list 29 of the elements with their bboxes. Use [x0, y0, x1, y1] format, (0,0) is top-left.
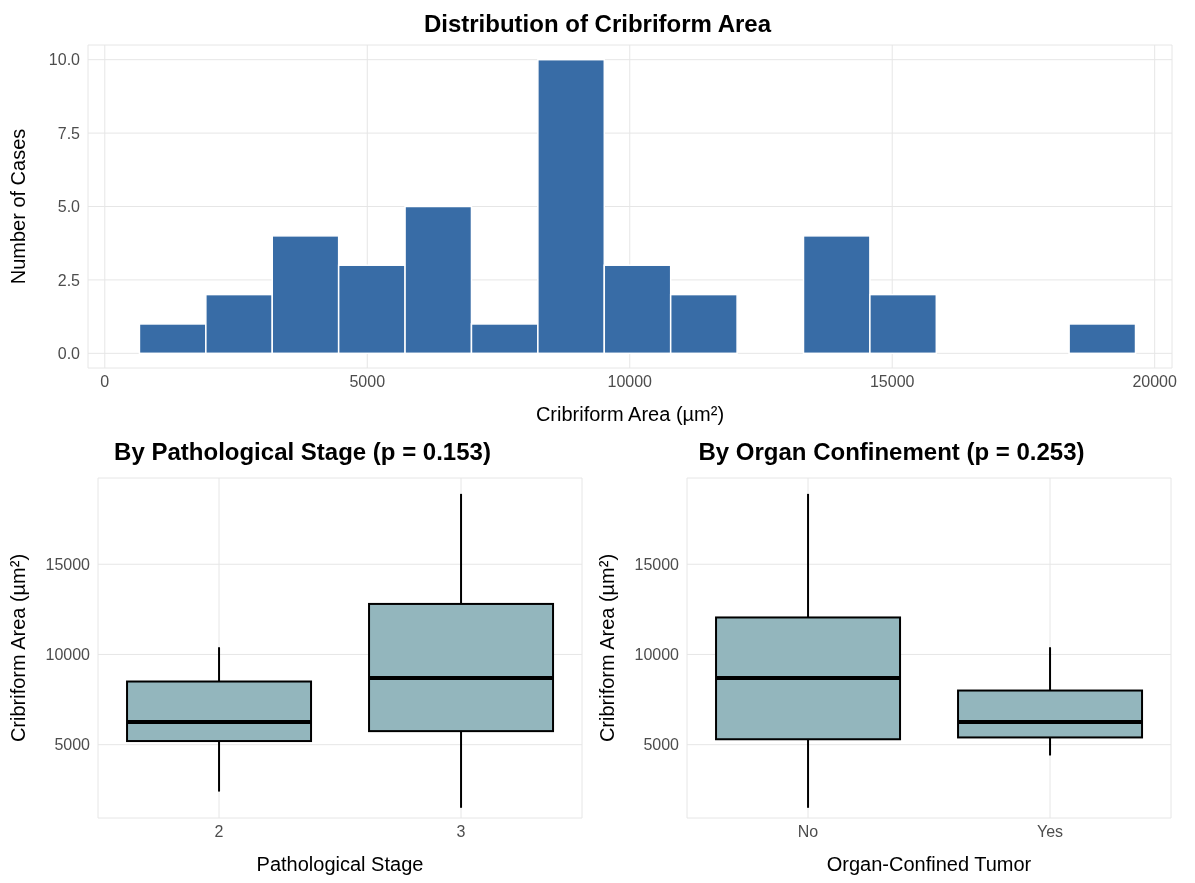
y-tick-label: 5.0	[57, 198, 81, 216]
x-tick-label: No	[797, 823, 819, 841]
chart-title: Distribution of Cribriform Area	[422, 9, 773, 39]
y-tick-label: 15000	[45, 555, 91, 573]
y-tick-label: 7.5	[57, 124, 81, 142]
y-tick-label: 5000	[54, 736, 91, 754]
y-tick-label: 15000	[634, 555, 680, 573]
chart-title: By Pathological Stage (p = 0.153)	[113, 437, 492, 467]
y-tick-label: 5000	[643, 736, 680, 754]
y-tick-label: 10000	[634, 646, 680, 664]
y-axis-title: Cribriform Area (µm²)	[7, 553, 30, 743]
y-tick-label: 0.0	[57, 345, 81, 362]
x-tick-label: 0	[100, 373, 110, 391]
x-tick-label: 10000	[607, 373, 653, 391]
x-tick-label: 3	[456, 823, 466, 841]
x-axis-title: Organ-Confined Tumor	[826, 853, 1032, 875]
y-axis-title: Cribriform Area (µm²)	[596, 553, 619, 743]
chart-title: By Organ Confinement (p = 0.253)	[697, 437, 1086, 467]
x-tick-label: Yes	[1036, 823, 1064, 841]
x-tick-label: 2	[214, 823, 224, 841]
x-tick-label: 15000	[869, 373, 915, 391]
y-tick-label: 10.0	[48, 51, 81, 69]
x-tick-label: 5000	[349, 373, 386, 391]
x-axis-title: Pathological Stage	[256, 853, 424, 875]
y-axis-title: Number of Cases	[7, 128, 30, 285]
y-tick-label: 10000	[45, 646, 91, 664]
y-tick-label: 2.5	[57, 271, 81, 289]
x-tick-label: 20000	[1132, 373, 1178, 391]
x-axis-title: Cribriform Area (µm²)	[535, 403, 725, 425]
